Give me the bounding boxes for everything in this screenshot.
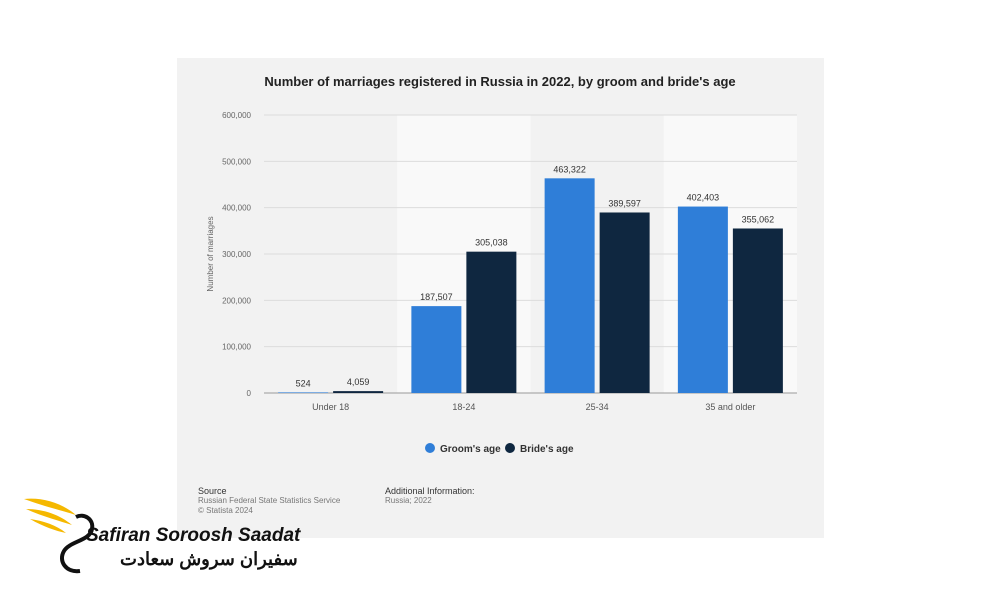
y-tick-label: 0 [247, 389, 252, 398]
y-tick-label: 500,000 [222, 157, 251, 166]
data-label: 355,062 [742, 214, 775, 224]
bar [544, 178, 595, 393]
data-label: 524 [296, 378, 311, 388]
data-label: 305,038 [475, 238, 508, 248]
x-tick-label: Under 18 [312, 402, 349, 412]
legend-marker [425, 443, 435, 453]
legend-marker [505, 443, 515, 453]
source-block: Source Russian Federal State Statistics … [198, 486, 340, 516]
x-tick-label: 18-24 [452, 402, 475, 412]
bar [333, 391, 384, 393]
company-logo: Safiran Soroosh Saadat سفیران سروش سعادت [20, 493, 300, 578]
y-tick-label: 200,000 [222, 296, 251, 305]
chart-card: Number of marriages registered in Russia… [177, 58, 824, 538]
y-tick-label: 100,000 [222, 343, 251, 352]
bar [466, 251, 517, 393]
bar [677, 206, 728, 393]
y-tick-label: 400,000 [222, 204, 251, 213]
x-tick-label: 25-34 [586, 402, 609, 412]
info-heading: Additional Information: [385, 486, 475, 496]
info-line-1: Russia; 2022 [385, 496, 432, 505]
source-line-2: © Statista 2024 [198, 506, 253, 515]
bar [411, 306, 462, 393]
y-tick-label: 300,000 [222, 250, 251, 259]
data-label: 402,403 [687, 193, 720, 203]
bar [599, 212, 650, 393]
data-label: 463,322 [553, 164, 586, 174]
wing-logo-icon [24, 498, 95, 574]
data-label: 389,597 [608, 198, 641, 208]
bar-chart: Number of marriages registered in Russia… [206, 74, 797, 455]
bar [732, 228, 783, 393]
y-axis-label: Number of marriages [206, 216, 215, 291]
data-label: 187,507 [420, 292, 453, 302]
logo-name-fa: سفیران سروش سعادت [120, 549, 298, 569]
x-tick-label: 35 and older [705, 402, 755, 412]
legend-label: Groom's age [440, 444, 501, 455]
y-tick-label: 600,000 [222, 111, 251, 120]
bar [278, 392, 329, 393]
chart-title: Number of marriages registered in Russia… [264, 74, 735, 89]
logo-name-en: Safiran Soroosh Saadat [86, 525, 301, 546]
legend-label: Bride's age [520, 444, 574, 455]
data-label: 4,059 [347, 377, 370, 387]
source-line-1: Russian Federal State Statistics Service [198, 496, 341, 505]
info-block: Additional Information: Russia; 2022 [385, 486, 475, 506]
source-heading: Source [198, 486, 227, 496]
